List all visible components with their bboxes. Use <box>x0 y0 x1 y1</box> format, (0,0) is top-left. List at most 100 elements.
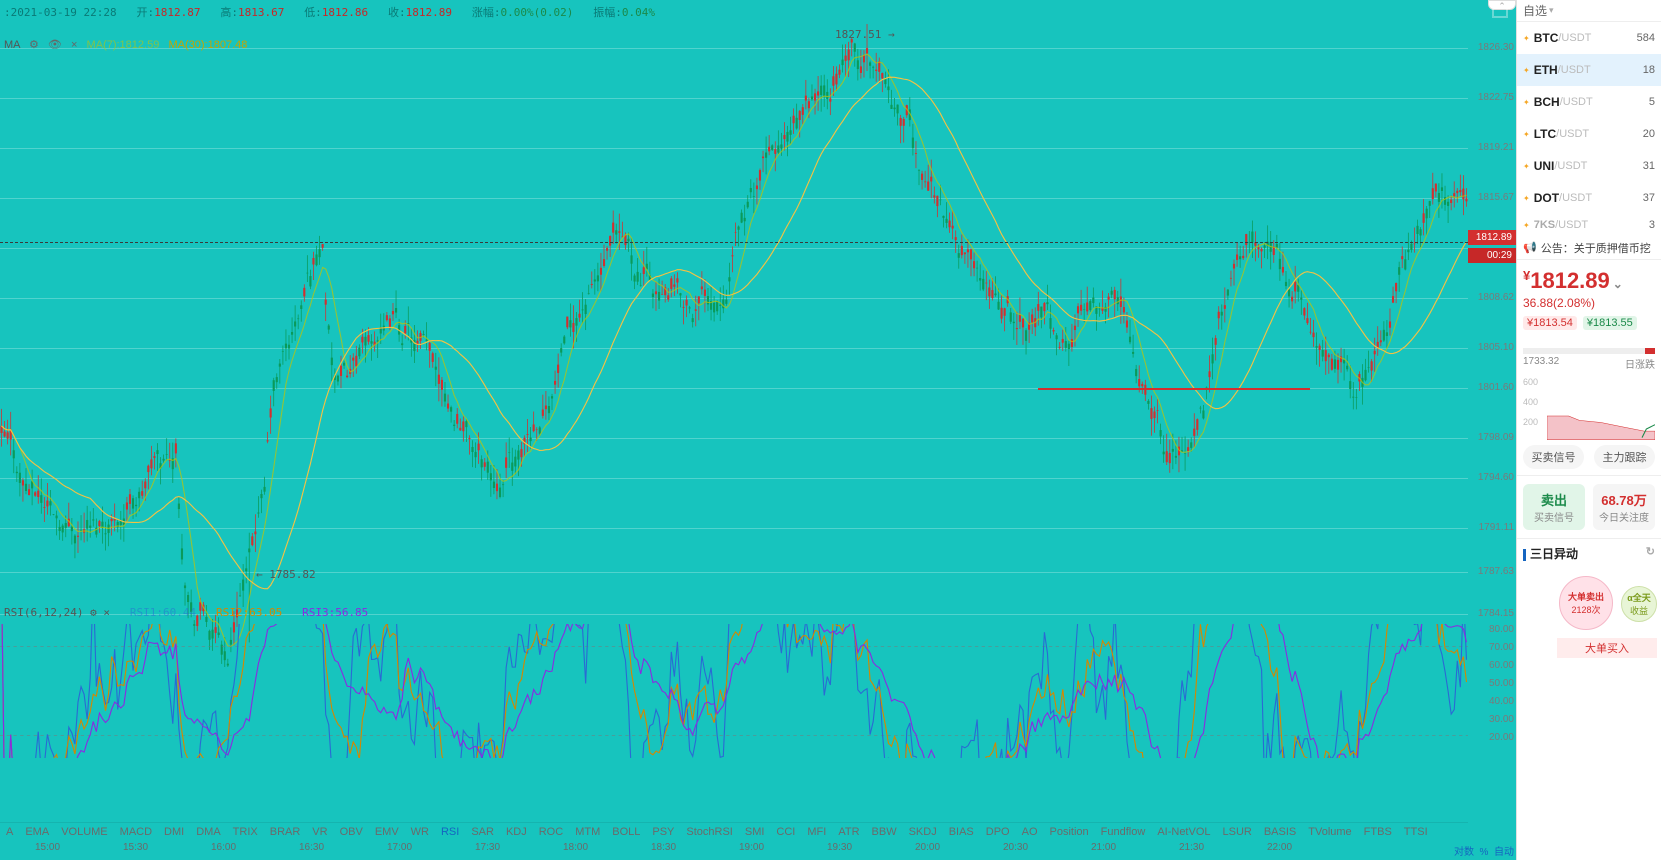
price-tick: 1791.11 <box>1468 522 1514 533</box>
indicator-tab-cci[interactable]: CCI <box>770 826 801 838</box>
activity-section-header[interactable]: 三日异动 ↻ <box>1517 538 1661 568</box>
indicator-tab-mtm[interactable]: MTM <box>569 826 606 838</box>
current-price-label: 1812.89 <box>1468 230 1516 245</box>
support-line <box>1038 388 1310 390</box>
indicator-tab-bias[interactable]: BIAS <box>943 826 980 838</box>
indicator-tab-trix[interactable]: TRIX <box>227 826 264 838</box>
indicator-tab-boll[interactable]: BOLL <box>606 826 646 838</box>
indicator-tab-wr[interactable]: WR <box>405 826 435 838</box>
indicator-tabs: AEMAVOLUMEMACDDMIDMATRIXBRARVROBVEMVWRRS… <box>0 822 1468 840</box>
alpha-badge[interactable]: α全天 收益 <box>1621 586 1657 622</box>
change-value: 36.88(2.08%) <box>1523 296 1655 310</box>
announcement-bar[interactable]: 📢 公告：关于质押借币挖 <box>1517 236 1661 260</box>
time-tick: 21:30 <box>1179 842 1204 853</box>
close-icon[interactable]: × <box>71 39 77 51</box>
price-tick: 1794.60 <box>1468 472 1514 483</box>
indicator-tab-basis[interactable]: BASIS <box>1258 826 1302 838</box>
low-annotation: ← 1785.82 <box>256 568 316 581</box>
indicator-tab-brar[interactable]: BRAR <box>264 826 307 838</box>
indicator-tab-stochrsi[interactable]: StochRSI <box>680 826 738 838</box>
coin-row-ltc[interactable]: ✦LTC/USDT20 <box>1517 118 1661 150</box>
signal-buttons: 买卖信号 主力跟踪 <box>1517 439 1661 475</box>
time-tick: 22:00 <box>1267 842 1292 853</box>
chevron-down-icon: ▾ <box>1549 5 1554 16</box>
rsi-tick: 60.00 <box>1468 660 1514 671</box>
indicator-tab-lsur[interactable]: LSUR <box>1217 826 1258 838</box>
indicator-tab-vr[interactable]: VR <box>306 826 333 838</box>
star-icon: ✦ <box>1523 130 1530 139</box>
volume-card[interactable]: 68.78万 今日关注度 <box>1593 484 1655 530</box>
coin-row-7ks[interactable]: ✦7KS/USDT3 <box>1517 214 1661 236</box>
chart-area: ⌃ :2021-03-19 22:28 开:1812.87 高:1813.67 … <box>0 0 1516 860</box>
depth-mini-chart: 600 400 200 <box>1523 375 1655 435</box>
coin-row-eth[interactable]: ✦ETH/USDT18 <box>1517 54 1661 86</box>
big-buy-label[interactable]: 大单买入 <box>1557 638 1657 658</box>
indicator-tab-volume[interactable]: VOLUME <box>55 826 113 838</box>
indicator-tab-dpo[interactable]: DPO <box>980 826 1016 838</box>
eye-icon[interactable]: 👁 <box>48 39 62 51</box>
indicator-tab-ttsi[interactable]: TTSI <box>1398 826 1434 838</box>
bid-ask: ¥1813.54 ¥1813.55 <box>1523 316 1655 330</box>
indicator-tab-atr[interactable]: ATR <box>832 826 865 838</box>
candlestick-chart[interactable] <box>0 24 1468 598</box>
candle-countdown: 00:29 <box>1468 248 1516 263</box>
indicator-tab-macd[interactable]: MACD <box>114 826 158 838</box>
indicator-tab-sar[interactable]: SAR <box>465 826 500 838</box>
indicator-tab-mfi[interactable]: MFI <box>801 826 832 838</box>
indicator-tab-psy[interactable]: PSY <box>646 826 680 838</box>
ma-indicator-bar: MA ⚙ 👁 × MA(7):1812.59 MA(30):1807.48 <box>4 38 247 51</box>
maximize-icon[interactable] <box>1492 6 1508 18</box>
day-range-bar <box>1523 348 1655 354</box>
indicator-tab-skdj[interactable]: SKDJ <box>903 826 943 838</box>
indicator-tab-fundflow[interactable]: Fundflow <box>1095 826 1152 838</box>
price-tick: 1801.60 <box>1468 382 1514 393</box>
gear-icon[interactable]: ⚙ <box>29 39 39 51</box>
scale-controls[interactable]: 对数 % 自动 <box>1454 843 1514 858</box>
coin-row-bch[interactable]: ✦BCH/USDT5 <box>1517 86 1661 118</box>
chevron-down-icon[interactable]: ⌄ <box>1613 277 1623 291</box>
coin-row-dot[interactable]: ✦DOT/USDT37 <box>1517 182 1661 214</box>
big-price: ¥1812.89⌄ <box>1523 268 1655 294</box>
price-tick: 1815.67 <box>1468 192 1514 203</box>
indicator-tab-ftbs[interactable]: FTBS <box>1358 826 1398 838</box>
indicator-tab-kdj[interactable]: KDJ <box>500 826 533 838</box>
time-tick: 21:00 <box>1091 842 1116 853</box>
indicator-tab-ema[interactable]: EMA <box>19 826 55 838</box>
indicator-tab-ai-netvol[interactable]: AI-NetVOL <box>1151 826 1216 838</box>
price-tick: 1805.10 <box>1468 342 1514 353</box>
time-tick: 20:00 <box>915 842 940 853</box>
track-button[interactable]: 主力跟踪 <box>1594 445 1655 469</box>
rsi-chart[interactable] <box>0 624 1468 758</box>
high-annotation: 1827.51 → <box>835 28 895 41</box>
big-sell-bubble[interactable]: 大单卖出 2128次 <box>1559 576 1613 630</box>
time-tick: 17:00 <box>387 842 412 853</box>
trade-cards: 卖出 买卖信号 68.78万 今日关注度 <box>1517 475 1661 538</box>
indicator-tab-a[interactable]: A <box>0 826 19 838</box>
sidebar: 自选 ▾ ✦BTC/USDT584✦ETH/USDT18✦BCH/USDT5✦L… <box>1516 0 1661 860</box>
indicator-tab-emv[interactable]: EMV <box>369 826 405 838</box>
indicator-tab-position[interactable]: Position <box>1044 826 1095 838</box>
watchlist-header[interactable]: 自选 ▾ <box>1517 0 1661 22</box>
refresh-icon[interactable]: ↻ <box>1646 545 1655 558</box>
coin-row-uni[interactable]: ✦UNI/USDT31 <box>1517 150 1661 182</box>
coin-list: ✦BTC/USDT584✦ETH/USDT18✦BCH/USDT5✦LTC/US… <box>1517 22 1661 236</box>
indicator-tab-dmi[interactable]: DMI <box>158 826 190 838</box>
indicator-tab-roc[interactable]: ROC <box>533 826 569 838</box>
signal-button[interactable]: 买卖信号 <box>1523 445 1584 469</box>
time-tick: 20:30 <box>1003 842 1028 853</box>
time-tick: 19:30 <box>827 842 852 853</box>
rsi-tick: 30.00 <box>1468 714 1514 725</box>
indicator-tab-bbw[interactable]: BBW <box>866 826 903 838</box>
coin-row-btc[interactable]: ✦BTC/USDT584 <box>1517 22 1661 54</box>
indicator-tab-obv[interactable]: OBV <box>334 826 369 838</box>
indicator-tab-tvolume[interactable]: TVolume <box>1302 826 1357 838</box>
indicator-tab-ao[interactable]: AO <box>1016 826 1044 838</box>
sell-card[interactable]: 卖出 买卖信号 <box>1523 484 1585 530</box>
indicator-tab-dma[interactable]: DMA <box>190 826 226 838</box>
star-icon: ✦ <box>1523 194 1530 203</box>
close-icon[interactable]: × <box>103 606 110 619</box>
indicator-tab-smi[interactable]: SMI <box>739 826 771 838</box>
bubble-area: 大单卖出 2128次 α全天 收益 大单买入 <box>1517 568 1661 658</box>
indicator-tab-rsi[interactable]: RSI <box>435 826 465 838</box>
gear-icon[interactable]: ⚙ <box>90 606 97 619</box>
